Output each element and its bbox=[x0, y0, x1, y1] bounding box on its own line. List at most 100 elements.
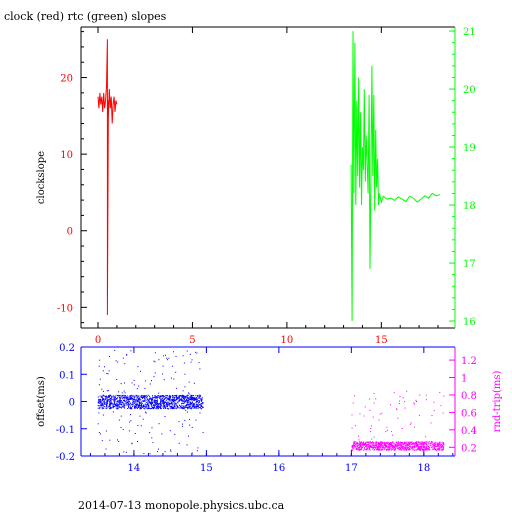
offset-point bbox=[159, 406, 161, 408]
offset-point bbox=[151, 397, 153, 399]
offset-point bbox=[135, 394, 137, 396]
rndtrip-point bbox=[393, 449, 395, 451]
offset-point bbox=[164, 401, 166, 402]
offset-point bbox=[133, 401, 135, 403]
rndtrip-point bbox=[443, 442, 444, 444]
offset-point bbox=[197, 405, 199, 407]
offset-point bbox=[106, 390, 108, 392]
offset-point bbox=[170, 408, 172, 410]
offset-point bbox=[163, 401, 164, 403]
offset-point bbox=[195, 395, 197, 397]
offset-point bbox=[105, 398, 107, 400]
rndtrip-point bbox=[411, 447, 413, 449]
offset-point bbox=[191, 399, 193, 401]
rndtrip-point bbox=[381, 443, 383, 445]
offset-point bbox=[167, 404, 169, 406]
footer-caption: 2014-07-13 monopole.physics.ubc.ca bbox=[78, 499, 285, 512]
offset-point bbox=[170, 405, 172, 407]
offset-point bbox=[99, 359, 101, 361]
offset-point bbox=[143, 405, 145, 407]
rndtrip-point bbox=[433, 444, 435, 446]
rndtrip-point bbox=[388, 444, 390, 446]
offset-point bbox=[104, 401, 106, 403]
offset-point bbox=[184, 386, 186, 388]
offset-point bbox=[133, 398, 135, 400]
offset-point bbox=[159, 407, 161, 409]
rndtrip-point bbox=[356, 449, 358, 451]
rndtrip-point bbox=[364, 449, 366, 451]
offset-point bbox=[111, 398, 113, 400]
offset-point bbox=[130, 399, 132, 400]
rndtrip-point bbox=[400, 443, 402, 445]
offset-point bbox=[157, 451, 158, 453]
offset-point bbox=[178, 401, 180, 402]
offset-point bbox=[162, 400, 164, 402]
offset-point bbox=[99, 399, 101, 401]
offset-point bbox=[182, 403, 184, 405]
offset-point bbox=[126, 395, 128, 397]
offset-point bbox=[104, 403, 105, 405]
offset-point bbox=[98, 401, 100, 403]
rndtrip-point bbox=[369, 398, 371, 400]
rndtrip-point bbox=[378, 444, 380, 446]
offset-point bbox=[147, 408, 148, 410]
rndtrip-point bbox=[428, 449, 430, 451]
offset-point bbox=[131, 442, 133, 444]
rndtrip-point bbox=[378, 446, 380, 448]
offset-point bbox=[176, 397, 178, 399]
offset-point bbox=[109, 400, 111, 402]
offset-point bbox=[173, 402, 175, 404]
offset-point bbox=[119, 404, 120, 406]
rndtrip-point bbox=[440, 446, 442, 448]
offset-point bbox=[117, 439, 118, 441]
offset-point bbox=[178, 397, 180, 399]
offset-point bbox=[173, 395, 175, 396]
offset-point bbox=[144, 396, 146, 398]
offset-point bbox=[182, 423, 183, 425]
rndtrip-point bbox=[403, 448, 405, 450]
offset-point bbox=[193, 396, 195, 398]
offset-point bbox=[199, 401, 201, 403]
offset-point bbox=[184, 396, 186, 398]
rndtrip-point bbox=[439, 441, 441, 443]
rndtrip-point bbox=[386, 426, 388, 428]
offset-point bbox=[137, 407, 138, 409]
rndtrip-point bbox=[417, 449, 419, 450]
rndtrip-point bbox=[380, 445, 382, 447]
offset-point bbox=[105, 396, 107, 398]
rndtrip-point bbox=[406, 390, 408, 392]
offset-point bbox=[130, 407, 132, 409]
rndtrip-point bbox=[395, 447, 397, 449]
rndtrip-point bbox=[439, 444, 441, 446]
rndtrip-point bbox=[422, 443, 424, 444]
rndtrip-point bbox=[364, 447, 366, 449]
rndtrip-point bbox=[359, 444, 361, 445]
offset-point bbox=[160, 398, 162, 400]
offset-point bbox=[144, 399, 146, 401]
offset-point bbox=[184, 396, 186, 398]
y2-tick-label: 21 bbox=[463, 27, 476, 38]
rndtrip-point bbox=[422, 446, 424, 448]
rndtrip-point bbox=[420, 444, 422, 446]
offset-point bbox=[138, 395, 140, 397]
offset-point bbox=[162, 407, 164, 409]
rndtrip-point bbox=[388, 442, 390, 444]
offset-point bbox=[140, 407, 142, 408]
rndtrip-point bbox=[376, 444, 378, 446]
rndtrip-point bbox=[371, 442, 373, 444]
offset-point bbox=[200, 398, 202, 400]
rndtrip-point bbox=[431, 446, 433, 448]
offset-point bbox=[198, 395, 200, 397]
offset-point bbox=[152, 408, 154, 410]
offset-point bbox=[190, 405, 192, 407]
rndtrip-point bbox=[374, 442, 376, 444]
rndtrip-point bbox=[375, 449, 377, 451]
offset-point bbox=[132, 399, 134, 401]
offset-point bbox=[186, 399, 188, 401]
offset-point bbox=[138, 405, 140, 407]
offset-point bbox=[135, 407, 137, 409]
offset-point bbox=[140, 397, 142, 398]
rndtrip-point bbox=[365, 444, 367, 446]
rndtrip-point bbox=[380, 444, 382, 446]
offset-point bbox=[191, 452, 193, 454]
